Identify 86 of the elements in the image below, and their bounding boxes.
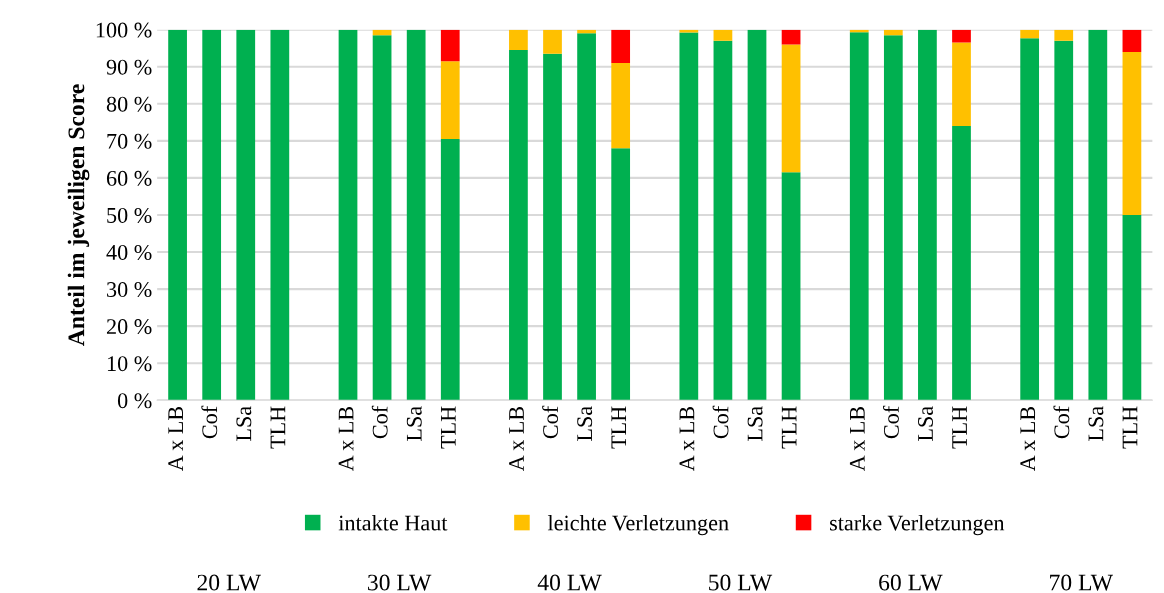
- bar: [952, 29, 971, 43]
- bar: [713, 29, 733, 41]
- x-tick-label: A x LB: [679, 406, 695, 472]
- x-tick-label: A x LB: [509, 406, 524, 472]
- text: 40 LW: [537, 574, 602, 591]
- x-tick-label: Cof: [1053, 405, 1070, 439]
- x-tick-label: LSa: [1088, 406, 1104, 441]
- y-tick-label: 60 %: [106, 170, 152, 186]
- bar: [849, 32, 869, 401]
- y-tick-label: 100 %: [96, 22, 152, 38]
- bar: [543, 53, 562, 401]
- bar: [952, 42, 971, 127]
- y-tick-label: 10 %: [107, 356, 152, 372]
- bar: [1122, 214, 1142, 401]
- bar: [611, 29, 631, 64]
- x-tick-label: LSa: [236, 406, 252, 441]
- bar: [440, 29, 460, 62]
- bar: [883, 35, 903, 401]
- bar: [781, 172, 801, 401]
- y-tick-label: 20 %: [106, 319, 152, 335]
- bar: [440, 61, 460, 139]
- bar: [679, 29, 699, 33]
- bar: [577, 33, 596, 401]
- bar: [952, 126, 971, 401]
- legend-label: leichte Verletzungen: [547, 514, 729, 536]
- bar: [1122, 51, 1142, 215]
- text: 60 LW: [879, 574, 943, 591]
- x-tick-label: A x LB: [168, 406, 183, 472]
- y-tick-label: 30 %: [107, 282, 152, 298]
- bar: [781, 29, 801, 45]
- text: 50 LW: [709, 574, 773, 591]
- bar: [406, 29, 426, 401]
- bar: [236, 29, 256, 401]
- y-tick-label: 40 %: [106, 244, 152, 261]
- legend-label: intakte Haut: [338, 514, 448, 531]
- bar: [1088, 29, 1108, 401]
- x-tick-label: Cof: [201, 405, 218, 439]
- legend-label: starke Verletzungen: [830, 514, 1005, 536]
- bar: [1122, 29, 1142, 52]
- bar: [611, 148, 631, 401]
- bar: [509, 50, 528, 401]
- x-tick-label: A x LB: [338, 406, 354, 472]
- text: 70 LW: [1050, 574, 1113, 591]
- bar: [918, 29, 937, 401]
- bar: [713, 40, 733, 401]
- bar: [372, 35, 392, 401]
- x-tick-label: TLH: [952, 406, 967, 449]
- bar: [1054, 29, 1074, 41]
- bar: [509, 29, 528, 51]
- y-axis-title: Anteil im jeweiligen Score: [67, 84, 90, 346]
- x-tick-label: TLH: [441, 406, 456, 449]
- x-tick-label: LSa: [406, 406, 422, 441]
- y-tick-label: 50 %: [107, 207, 152, 223]
- y-tick-label: 70 %: [107, 133, 152, 149]
- bar: [1020, 38, 1040, 401]
- bar: [679, 32, 699, 401]
- x-tick-label: Cof: [712, 405, 729, 439]
- text: 30 LW: [368, 574, 432, 591]
- x-tick-label: A x LB: [849, 406, 865, 472]
- x-tick-label: Cof: [371, 405, 388, 439]
- text: 20 LW: [197, 574, 261, 591]
- bar: [338, 29, 358, 401]
- x-tick-label: TLH: [781, 406, 797, 449]
- y-tick-label: 0 %: [117, 393, 152, 409]
- bar: [168, 29, 187, 401]
- x-tick-label: A x LB: [1020, 406, 1036, 472]
- x-tick-label: LSa: [577, 406, 593, 441]
- bar: [611, 63, 631, 149]
- bar: [1020, 29, 1040, 39]
- y-tick-label: 80 %: [106, 96, 152, 112]
- bar: [543, 29, 562, 54]
- bar: [440, 138, 460, 401]
- x-tick-label: LSa: [918, 406, 933, 441]
- x-tick-label: LSa: [747, 406, 763, 441]
- bar: [202, 29, 222, 401]
- bar: [270, 29, 290, 401]
- bar: [747, 29, 767, 401]
- y-tick-label: 90 %: [106, 59, 152, 75]
- bar: [883, 29, 903, 36]
- x-tick-label: TLH: [1122, 406, 1138, 449]
- x-tick-label: Cof: [542, 405, 559, 439]
- x-tick-label: TLH: [611, 406, 627, 449]
- x-tick-label: Cof: [883, 405, 899, 439]
- bar: [781, 44, 801, 173]
- x-tick-label: TLH: [270, 406, 286, 449]
- bar: [1054, 40, 1074, 401]
